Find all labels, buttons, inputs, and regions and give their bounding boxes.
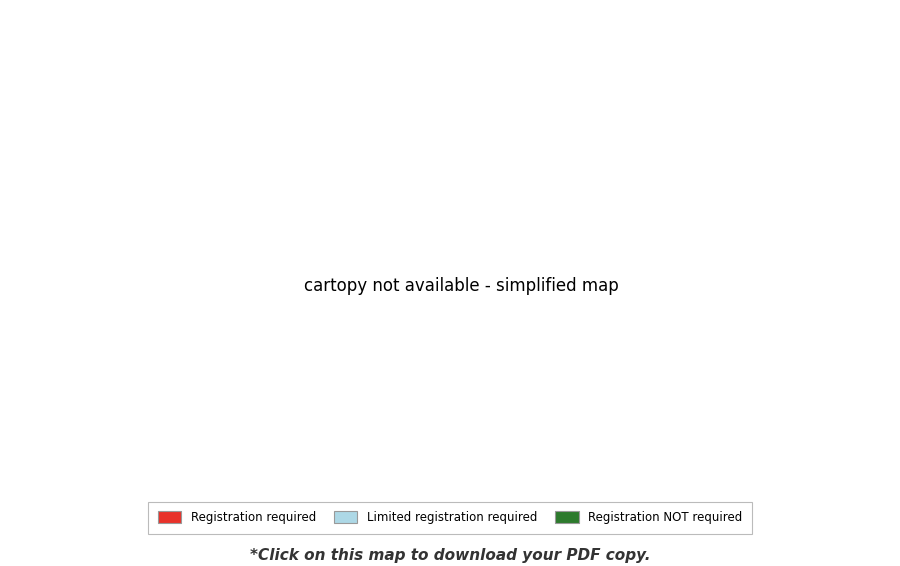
Legend: Registration required, Limited registration required, Registration NOT required: Registration required, Limited registrat… — [148, 502, 751, 534]
Text: cartopy not available - simplified map: cartopy not available - simplified map — [304, 277, 618, 295]
Text: *Click on this map to download your PDF copy.: *Click on this map to download your PDF … — [250, 548, 650, 563]
